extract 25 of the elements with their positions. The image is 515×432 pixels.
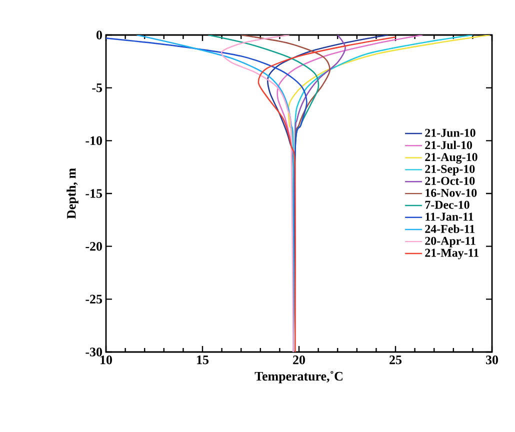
legend-label: 20-Apr-11 — [425, 236, 476, 248]
legend-label: 16-Nov-10 — [426, 188, 477, 197]
legend-label: 21-Jul-10 — [425, 140, 472, 150]
legend-label: 21-Aug-10 — [425, 153, 478, 164]
y-tick-label: -30 — [86, 348, 102, 356]
y-axis-title: Depth, m — [66, 168, 78, 219]
y-tick-label: -20 — [86, 242, 102, 251]
legend-label: 11-Jan-11 — [426, 212, 474, 221]
legend-label: 24-Feb-11 — [425, 224, 475, 233]
x-axis-title: Temperature,˚C — [254, 371, 342, 384]
x-tick-label: 10 — [100, 356, 112, 364]
y-tick-label: -5 — [92, 84, 102, 92]
x-tick-label: 25 — [390, 356, 402, 364]
legend-label: 21-Jun-10 — [425, 128, 476, 137]
legend-label: 21-May-11 — [425, 248, 478, 260]
x-tick-label: 30 — [486, 356, 498, 364]
x-tick-label: 20 — [293, 356, 305, 364]
y-tick-label: -25 — [86, 294, 102, 304]
y-tick-label: -10 — [86, 136, 102, 146]
y-tick-label: 0 — [96, 30, 102, 40]
legend-label: 21-Sep-10 — [425, 164, 475, 176]
legend-label: 7-Dec-10 — [425, 200, 470, 209]
legend-label: 21-Oct-10 — [425, 176, 475, 185]
x-tick-label: 15 — [197, 356, 209, 364]
y-tick-label: -15 — [86, 189, 102, 198]
